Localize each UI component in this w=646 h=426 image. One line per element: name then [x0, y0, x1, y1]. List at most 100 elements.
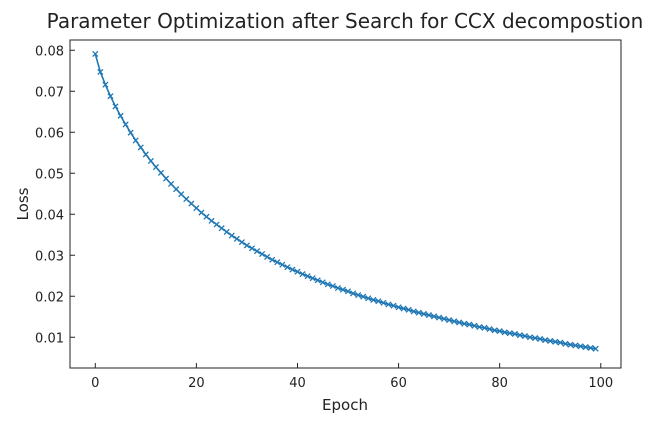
data-point-marker [218, 225, 225, 232]
data-point-marker [92, 50, 99, 57]
data-point-marker [587, 344, 594, 351]
data-point-marker [355, 291, 362, 299]
data-point-marker [314, 277, 321, 284]
data-point-marker [324, 281, 331, 288]
data-point-marker [425, 312, 432, 319]
data-point-marker [430, 313, 438, 320]
data-point-marker [269, 256, 276, 263]
series-layer [92, 50, 599, 352]
data-point-marker [259, 250, 266, 258]
x-tick-label: 40 [289, 376, 306, 391]
data-point-marker [142, 151, 149, 158]
data-point-marker [329, 282, 336, 290]
data-point-marker [178, 191, 185, 198]
y-tick-label: 0.03 [35, 249, 64, 264]
data-point-marker [243, 242, 250, 249]
data-point-marker [506, 330, 513, 337]
data-point-marker [284, 264, 291, 271]
data-point-marker [213, 221, 220, 228]
data-point-marker [380, 299, 387, 306]
y-tick-label: 0.01 [35, 331, 64, 346]
data-point-marker [173, 186, 180, 193]
data-point-marker [137, 144, 144, 151]
data-point-marker [370, 296, 377, 303]
data-point-marker [592, 345, 599, 352]
data-point-marker [117, 112, 124, 119]
data-point-marker [339, 286, 347, 293]
data-point-marker [274, 259, 281, 266]
data-point-marker [127, 129, 134, 136]
data-point-marker [521, 332, 529, 340]
data-point-marker [435, 314, 443, 321]
data-point-marker [542, 337, 549, 344]
data-point-marker [193, 205, 200, 212]
data-point-marker [102, 81, 109, 88]
data-point-marker [476, 323, 483, 331]
data-point-marker [486, 325, 493, 333]
data-point-marker [466, 321, 473, 328]
data-point-marker [526, 334, 534, 341]
y-tick-label: 0.06 [35, 126, 64, 141]
data-point-marker [441, 315, 448, 322]
y-tick-label: 0.07 [35, 85, 64, 100]
data-point-marker [496, 328, 503, 335]
data-point-marker [223, 228, 230, 235]
data-point-marker [228, 232, 235, 239]
x-tick-label: 20 [188, 376, 205, 391]
data-point-marker [491, 327, 498, 334]
data-point-marker [415, 309, 422, 316]
data-point-marker [289, 266, 296, 273]
x-axis: 0 20 40 60 80 100 [91, 363, 613, 391]
data-point-marker [203, 213, 210, 220]
data-point-marker [183, 196, 190, 203]
x-axis-label: Epoch [322, 396, 368, 414]
data-point-marker [168, 180, 175, 187]
y-tick-label: 0.08 [35, 44, 64, 59]
data-point-marker [360, 293, 367, 300]
data-point-marker [582, 344, 589, 351]
plot-area-frame [69, 39, 622, 369]
data-point-marker [390, 302, 397, 309]
data-point-marker [572, 342, 579, 349]
data-point-marker [238, 239, 245, 246]
data-point-marker [405, 306, 412, 313]
data-point-marker [304, 273, 311, 280]
data-point-marker [279, 261, 286, 268]
chart-title: Parameter Optimization after Search for … [47, 9, 644, 33]
data-point-marker [537, 335, 544, 342]
data-point-marker [248, 245, 256, 252]
data-point-marker [410, 308, 417, 315]
data-point-marker [122, 121, 129, 128]
data-point-marker [152, 164, 159, 171]
y-axis: 0.01 0.02 0.03 0.04 0.05 0.06 0.07 0.08 [35, 44, 75, 346]
data-point-marker [344, 288, 352, 295]
series-line [94, 53, 596, 350]
data-point-marker [395, 304, 402, 311]
data-point-marker [112, 103, 119, 110]
data-point-marker [157, 169, 165, 176]
data-point-marker [446, 316, 453, 324]
y-tick-label: 0.04 [35, 208, 64, 223]
data-point-marker [420, 310, 427, 317]
data-point-marker [451, 318, 458, 325]
data-point-marker [456, 319, 463, 326]
y-tick-label: 0.02 [35, 290, 64, 305]
x-tick-label: 80 [491, 376, 508, 391]
data-point-marker [97, 68, 104, 76]
data-point-marker [264, 253, 271, 260]
x-tick-label: 0 [91, 376, 99, 391]
data-point-marker [532, 335, 539, 342]
data-point-marker [511, 330, 518, 338]
data-point-marker [253, 248, 261, 255]
data-point-marker [107, 93, 114, 100]
data-point-marker [501, 329, 508, 336]
data-point-marker [481, 324, 488, 331]
data-point-marker [319, 279, 326, 286]
data-point-marker [516, 332, 523, 339]
data-point-marker [188, 200, 195, 207]
data-point-marker [577, 343, 584, 350]
y-axis-label: Loss [14, 187, 32, 220]
data-point-marker [562, 340, 569, 347]
data-point-marker [147, 157, 154, 165]
